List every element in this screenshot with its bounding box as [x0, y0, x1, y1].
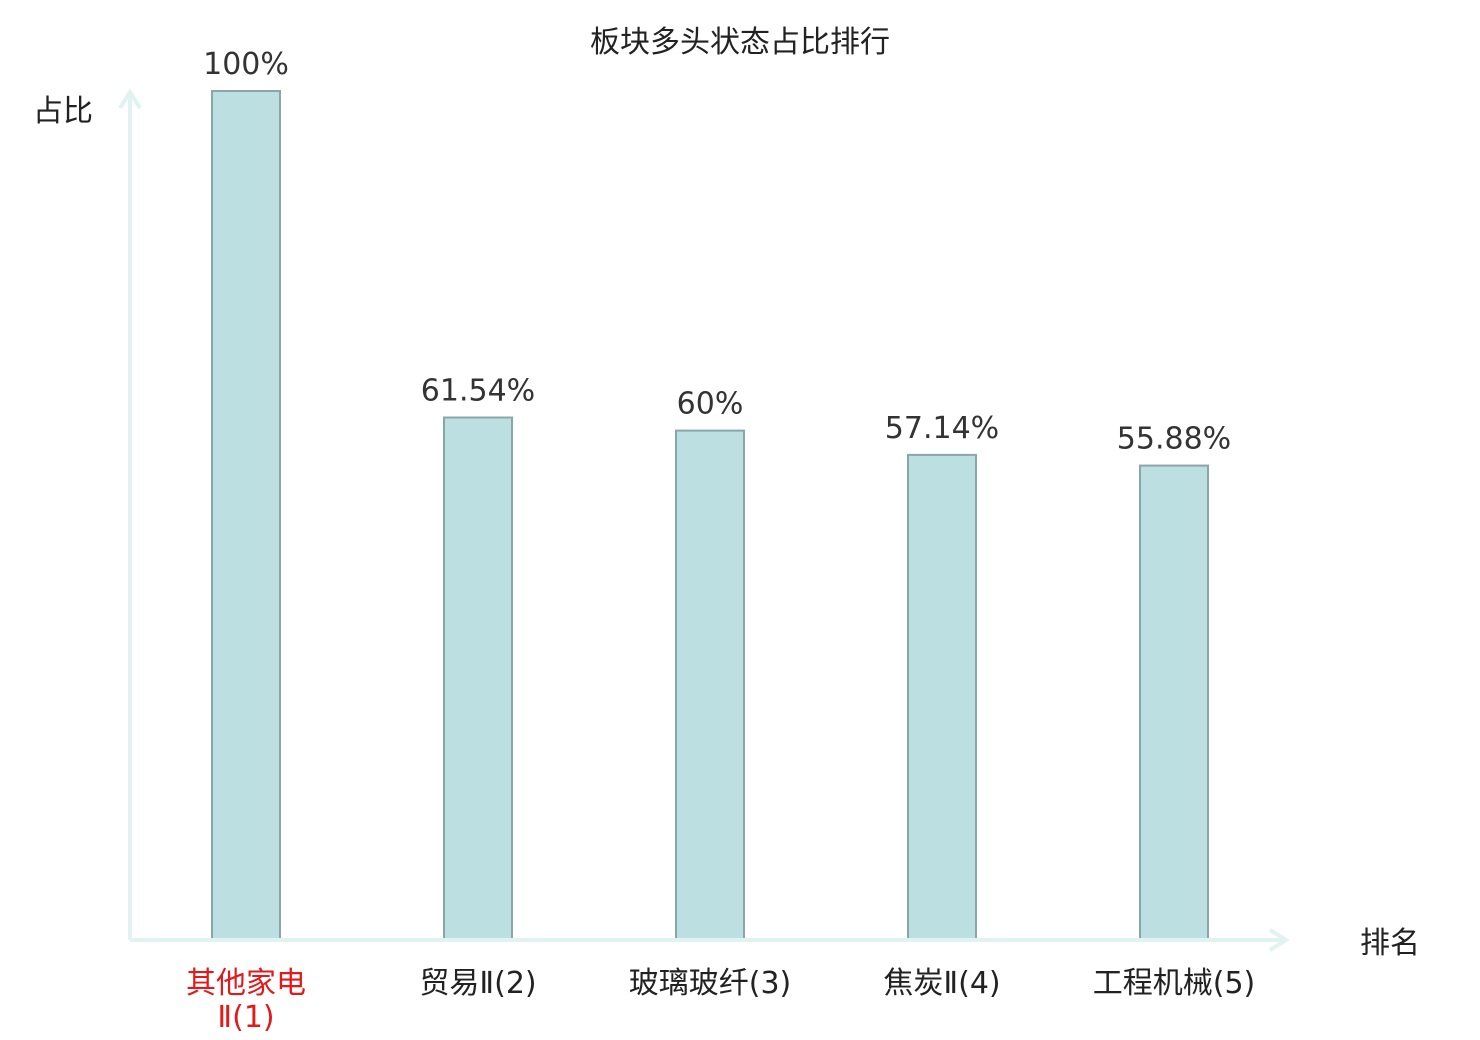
value-label-2: 61.54%	[421, 374, 535, 409]
value-label-5: 55.88%	[1117, 422, 1231, 457]
bars-group	[211, 90, 1209, 941]
y-axis-arrow-icon	[118, 88, 142, 110]
chart-title: 板块多头状态占比排行	[590, 25, 890, 60]
category-label-5: 工程机械(5)	[1093, 966, 1256, 1001]
bar-1	[211, 90, 281, 941]
x-axis-arrow-icon	[1268, 928, 1290, 952]
category-label-1-line-1: 其他家电	[186, 966, 306, 1001]
category-label-4: 焦炭Ⅱ(4)	[883, 966, 1000, 1001]
bar-5	[1139, 464, 1209, 941]
value-label-4: 57.14%	[885, 411, 999, 446]
axes	[118, 88, 1290, 952]
value-labels-group: 100% 61.54% 60% 57.14% 55.88%	[203, 47, 1231, 457]
bar-2	[443, 416, 513, 941]
category-label-2: 贸易Ⅱ(2)	[419, 966, 536, 1001]
category-label-3: 玻璃玻纤(3)	[629, 966, 792, 1001]
x-axis-label: 排名	[1360, 926, 1420, 961]
category-labels-group: 其他家电 Ⅱ(1) 贸易Ⅱ(2) 玻璃玻纤(3) 焦炭Ⅱ(4) 工程机械(5)	[186, 966, 1255, 1035]
bar-3	[675, 429, 745, 941]
category-label-1-line-2: Ⅱ(1)	[217, 1000, 274, 1035]
category-label-2-line-1: 贸易Ⅱ(2)	[419, 966, 536, 1001]
category-label-4-line-1: 焦炭Ⅱ(4)	[883, 966, 1000, 1001]
value-label-3: 60%	[677, 387, 744, 422]
category-label-5-line-1: 工程机械(5)	[1093, 966, 1256, 1001]
y-axis-label: 占比	[33, 94, 93, 129]
bar-4	[907, 453, 977, 941]
category-label-1: 其他家电 Ⅱ(1)	[186, 966, 306, 1035]
value-label-1: 100%	[203, 47, 289, 82]
category-label-3-line-1: 玻璃玻纤(3)	[629, 966, 792, 1001]
